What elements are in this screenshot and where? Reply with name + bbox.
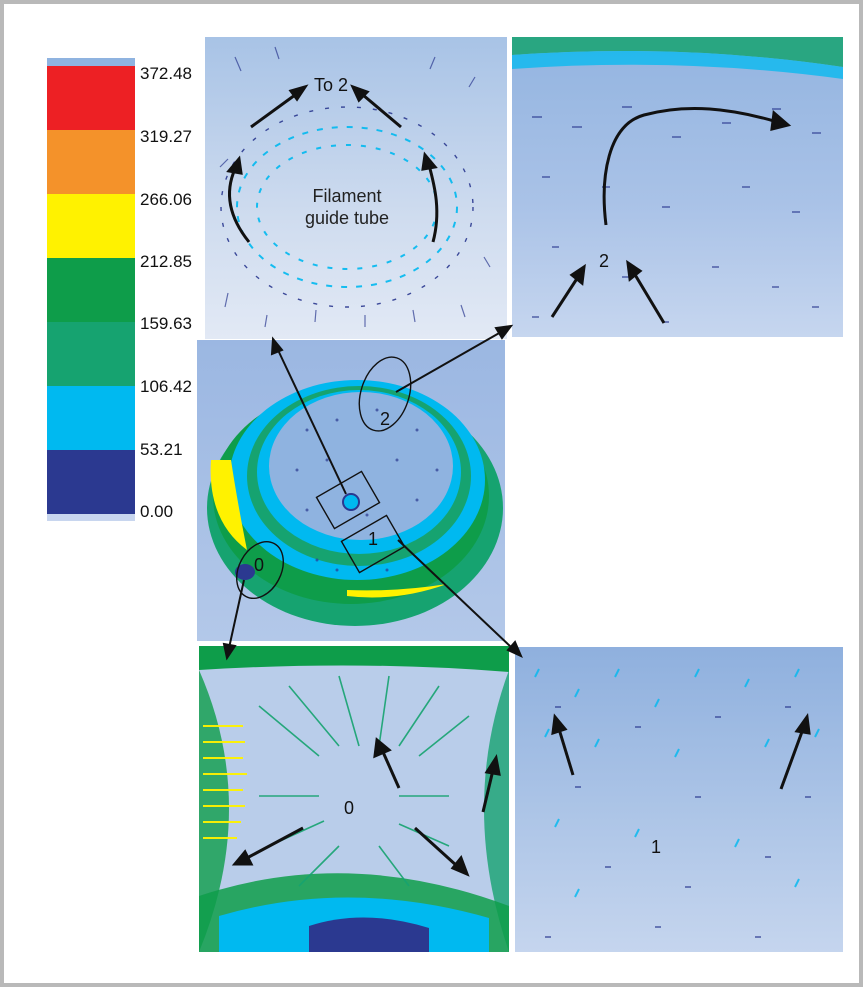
legend-tick: 266.06 [140,190,192,209]
panel-region-0-zoom: 0 [199,646,509,952]
region-1-vector-field [534,668,820,938]
panel-region-1-zoom: 1 [515,647,843,952]
legend-band-top-strip [47,58,135,66]
legend-tick: 106.42 [140,377,192,396]
region-2-vector-field [512,37,843,324]
legend-tick: 0.00 [140,502,174,521]
panel-guide-tube-zoom: To 2 Filament guide tube [205,37,507,339]
bowl-velocity-contour [207,356,503,626]
region-0-vector-field [199,646,509,952]
guide-tube-vector-field [219,46,491,328]
legend-band-yellow [47,194,135,258]
legend-band-navy [47,450,135,514]
legend-band-teal [47,322,135,386]
legend-band-red [47,66,135,130]
legend-band-orange [47,130,135,194]
legend-band-bottom-strip [47,514,135,521]
legend-tick: 53.21 [140,440,183,459]
legend-tick: 319.27 [140,127,192,146]
legend-band-green [47,258,135,322]
bowl-region-2-label: 2 [379,409,390,429]
region-0-label: 0 [343,798,354,818]
bowl-region-0-label: 0 [253,555,264,575]
bowl-region-1-label: 1 [367,529,378,549]
panel-full-view: 0 1 2 [197,340,505,641]
panel-region-2-zoom: 2 [512,37,843,337]
legend-band-cyan [47,386,135,450]
legend-tick: 212.85 [140,252,192,271]
region-2-label: 2 [598,251,609,271]
region-1-label: 1 [650,837,661,857]
color-scale-legend [47,58,135,521]
filament-guide-tube-label: Filament guide tube [304,186,390,228]
legend-tick: 372.48 [140,64,192,83]
legend-tick: 159.63 [140,314,192,333]
to-2-label: To 2 [313,75,349,95]
